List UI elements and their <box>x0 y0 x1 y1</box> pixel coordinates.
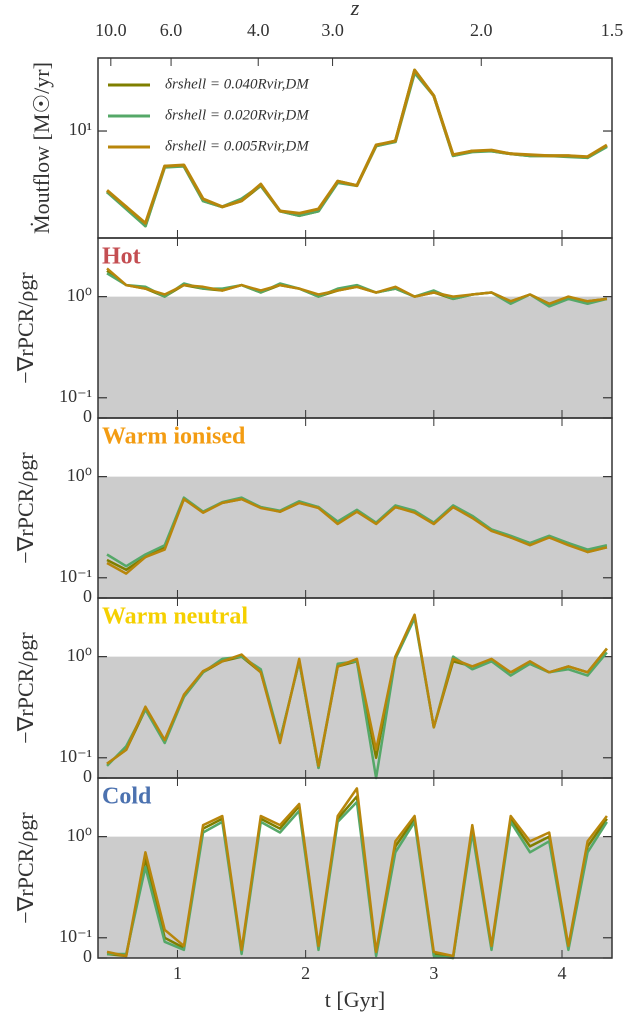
y-tick-label: 10⁻¹ <box>59 746 92 766</box>
y-tick-label: 10¹ <box>69 119 92 139</box>
panel-frame <box>97 777 613 959</box>
y-axis-label: −∇rPCR/ρgr <box>13 452 38 564</box>
series-line <box>106 497 608 575</box>
y-tick-label: 0 <box>83 586 92 606</box>
x-tick-label: 2 <box>301 963 310 983</box>
legend-label: δrshell = 0.005Rvir,DM <box>165 138 310 154</box>
x-tick-label: 4 <box>558 963 567 983</box>
series-line <box>106 267 608 306</box>
series-line <box>106 68 608 225</box>
x2-tick-label: 3.0 <box>321 20 344 40</box>
panel-title: Hot <box>102 244 141 270</box>
x2-tick-label: 4.0 <box>247 20 270 40</box>
x2-tick-label: 6.0 <box>160 20 183 40</box>
panel-title: Warm neutral <box>102 604 248 630</box>
y-tick-label: 10⁻¹ <box>59 386 92 406</box>
y-tick-label: 10⁰ <box>67 645 92 665</box>
x-axis-label: t [Gyr] <box>325 987 385 1012</box>
legend-label: δrshell = 0.020Rvir,DM <box>165 107 310 123</box>
y-axis-label: −∇rPCR/ρgr <box>13 812 38 924</box>
legend-label: δrshell = 0.040Rvir,DM <box>165 76 310 92</box>
panel-title: Cold <box>102 784 152 810</box>
y-axis-label: −∇rPCR/ρgr <box>13 632 38 744</box>
panel-title: Warm ionised <box>102 424 246 450</box>
x2-tick-label: 10.0 <box>95 20 127 40</box>
y-axis-label: Ṁoutflow [M☉/yr] <box>29 62 54 234</box>
shaded-region <box>98 296 612 418</box>
x2-tick-label: 2.0 <box>470 20 493 40</box>
x-tick-label: 1 <box>173 963 182 983</box>
y-tick-label: 10⁰ <box>67 285 92 305</box>
x2-tick-label: 1.5 <box>601 20 624 40</box>
y-tick-label: 0 <box>83 766 92 786</box>
shaded-region <box>98 836 612 958</box>
y-tick-label: 10⁰ <box>67 465 92 485</box>
y-tick-label: 10⁰ <box>67 825 92 845</box>
shaded-region <box>98 476 612 598</box>
x2-axis-label: z <box>350 0 360 20</box>
series-line <box>106 787 608 958</box>
y-tick-label: 0 <box>83 946 92 966</box>
series-line <box>106 613 608 768</box>
y-tick-label: 10⁻¹ <box>59 566 92 586</box>
y-tick-label: 0 <box>83 406 92 426</box>
x-tick-label: 3 <box>429 963 438 983</box>
shaded-region <box>98 656 612 778</box>
y-axis-label: −∇rPCR/ρgr <box>13 272 38 384</box>
y-tick-label: 10⁻¹ <box>59 926 92 946</box>
